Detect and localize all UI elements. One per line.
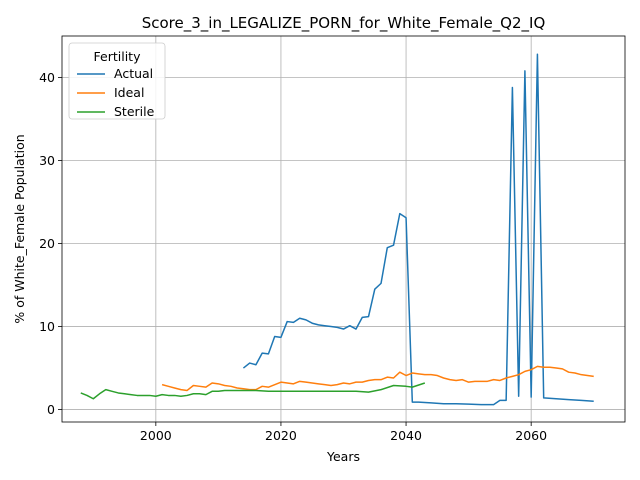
y-tick-label: 20: [39, 236, 55, 251]
legend-box: [68, 42, 166, 120]
legend-entry-label: Ideal: [114, 85, 144, 100]
legend-entry-label: Sterile: [114, 104, 155, 119]
x-tick-label: 2020: [265, 428, 297, 443]
series-line-ideal: [161, 365, 594, 392]
y-tick-label: 40: [39, 70, 55, 85]
legend: Fertility Actual Ideal Sterile: [68, 42, 166, 120]
y-tick-label: 30: [39, 153, 55, 168]
y-axis: 0 10 20 30 40: [39, 70, 62, 417]
series-line-actual: [242, 53, 594, 406]
series-layer: [80, 53, 594, 406]
legend-title: Fertility: [94, 49, 142, 64]
y-tick-label: 10: [39, 319, 55, 334]
x-tick-label: 2040: [390, 428, 422, 443]
legend-entry-label: Actual: [114, 66, 153, 81]
series-line-sterile: [80, 382, 426, 400]
x-axis-label: Years: [326, 449, 360, 464]
chart-title: Score_3_in_LEGALIZE_PORN_for_White_Femal…: [142, 14, 546, 33]
x-tick-label: 2000: [140, 428, 172, 443]
x-axis: 2000 2020 2040 2060: [140, 422, 547, 443]
x-tick-label: 2060: [515, 428, 547, 443]
y-axis-label: % of White_Female Population: [12, 134, 27, 323]
plot-frame: [61, 35, 626, 423]
y-tick-label: 0: [47, 402, 55, 417]
